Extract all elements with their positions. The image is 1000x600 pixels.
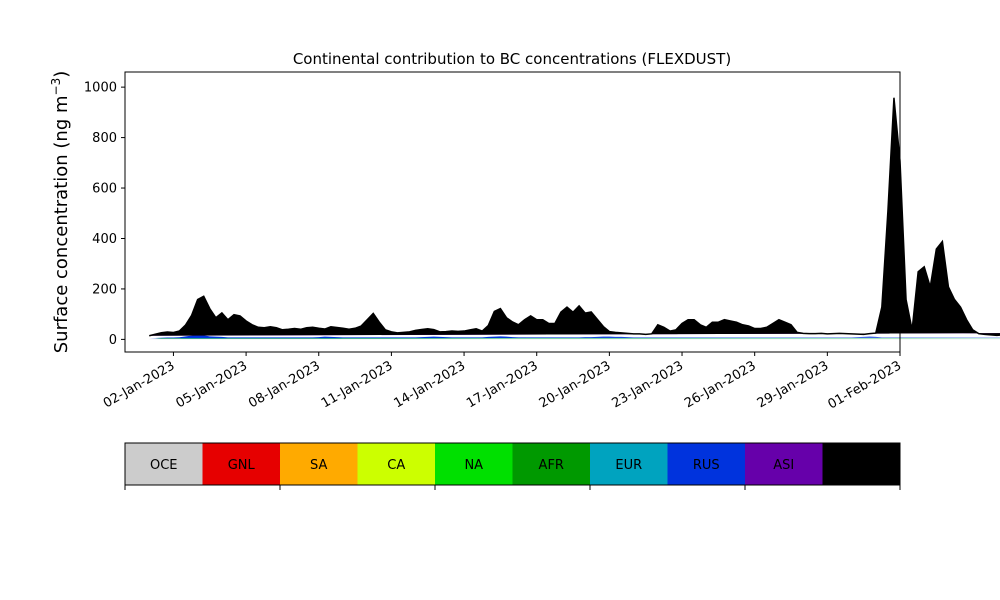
legend-swatch-sa [280,443,358,485]
area-eur [149,337,1000,339]
legend-label: NA [464,458,483,473]
legend-swatch-aus [822,443,901,485]
area-aus [149,97,1000,336]
y-tick-label: 0 [109,333,117,348]
plot-area [124,71,1000,353]
y-tick-label: 800 [92,131,117,146]
y-axis-label-main: Surface concentration (ng m [51,95,72,353]
legend-label: AFR [539,458,564,473]
total-outline [149,97,1000,337]
area-afr [149,337,1000,339]
legend-swatch-asi [745,443,823,485]
plot-frame [124,71,901,353]
legend-swatch-na [435,443,513,485]
legend-label: RUS [693,458,720,473]
area-rus [149,334,1000,339]
legend-label: SA [310,458,327,473]
legend-label: AUS [848,458,875,473]
y-axis-label-close: ) [51,71,72,78]
legend-swatch-oce [125,443,203,485]
legend-label: EUR [615,458,642,473]
legend-swatch-ca [357,443,436,485]
y-axis: 0 200 400 600 800 1000 [84,81,125,348]
legend-label: CA [387,458,405,473]
y-axis-label-exponent: −3 [49,78,63,96]
legend-label: ASI [773,458,794,473]
y-tick-label: 600 [92,182,117,197]
legend-swatch-eur [590,443,668,485]
y-tick-label: 1000 [84,81,117,96]
legend-swatch-afr [512,443,591,485]
y-tick-label: 400 [92,232,117,247]
stacked-areas [149,97,1000,340]
legend-label: GNL [228,458,256,473]
legend-frame [124,442,901,486]
region-legend: OCE GNL SA CA NA AFR EUR RUS ASI AUS [124,442,901,490]
chart-title: Continental contribution to BC concentra… [293,50,731,68]
legend-label: OCE [150,458,178,473]
legend-swatch-gnl [202,443,281,485]
y-tick-label: 200 [92,282,117,297]
legend-swatch-rus [667,443,746,485]
y-axis-label: Surface concentration (ng m−3) [49,71,72,354]
